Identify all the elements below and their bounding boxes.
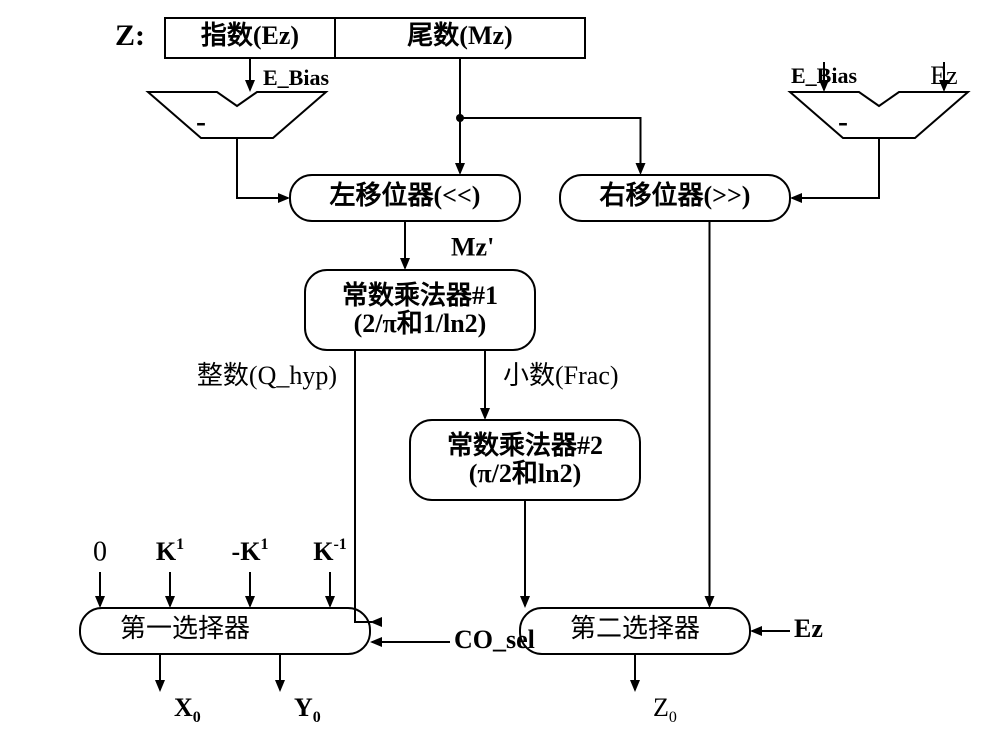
label-ebias-left: E_Bias [263,65,329,90]
left-shifter-label: 左移位器(<<) [330,180,481,210]
in-kinv: K-1 [313,536,347,566]
label-z: Z: [115,19,145,52]
out-y0: Y0 [294,693,321,726]
sel2-label: 第二选择器 [570,614,700,643]
label-mz-prime: Mz' [451,232,494,261]
label-cosel: CO_sel [454,625,535,654]
label-int: 整数(Q_hyp) [197,361,337,390]
subtractor-left [148,92,326,138]
subtractor-right [790,92,968,138]
op-minus-right: - [838,105,848,138]
out-x0: X0 [174,693,201,726]
in-zero: 0 [93,536,107,567]
mult2-line2: (π/2和ln2) [469,459,581,488]
sel1-label: 第一选择器 [120,614,250,643]
out-z0: Z0 [653,693,677,726]
field-mantissa: 尾数(Mz) [407,21,512,50]
in-k1: K1 [156,536,184,566]
label-ez-sel2: Ez [794,614,823,643]
in-negk1: -K1 [232,536,269,566]
mult1-line2: (2/π和1/ln2) [354,309,487,338]
field-exponent: 指数(Ez) [201,21,299,50]
op-minus-left: - [196,105,206,138]
mult1-line1: 常数乘法器#1 [342,281,498,310]
label-frac: 小数(Frac) [503,361,619,390]
right-shifter-label: 右移位器(>>) [600,180,751,210]
mult2-line1: 常数乘法器#2 [447,431,603,460]
